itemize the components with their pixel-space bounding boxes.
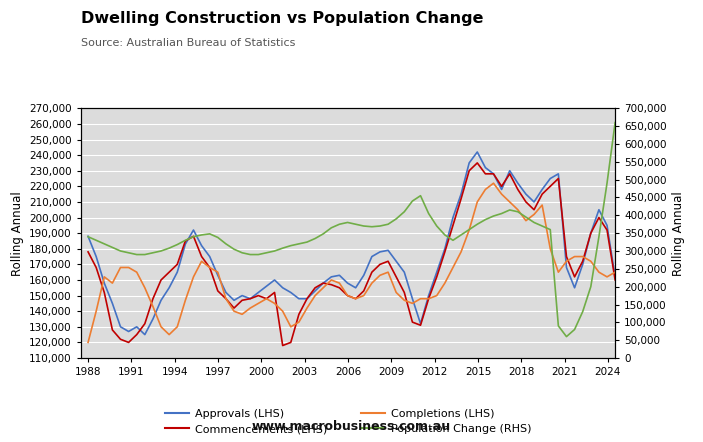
Text: Dwelling Construction vs Population Change: Dwelling Construction vs Population Chan… — [81, 11, 484, 26]
Text: MACRO: MACRO — [593, 31, 654, 46]
Y-axis label: Rolling Annual: Rolling Annual — [11, 191, 24, 275]
Text: Source: Australian Bureau of Statistics: Source: Australian Bureau of Statistics — [81, 38, 295, 48]
Text: BUSINESS: BUSINESS — [591, 61, 657, 74]
Text: www.macrobusiness.com.au: www.macrobusiness.com.au — [252, 420, 451, 433]
Y-axis label: Rolling Annual: Rolling Annual — [672, 191, 685, 275]
Legend: Approvals (LHS), Commencements (LHS), Completions (LHS), Population Change (RHS): Approvals (LHS), Commencements (LHS), Co… — [165, 408, 531, 434]
